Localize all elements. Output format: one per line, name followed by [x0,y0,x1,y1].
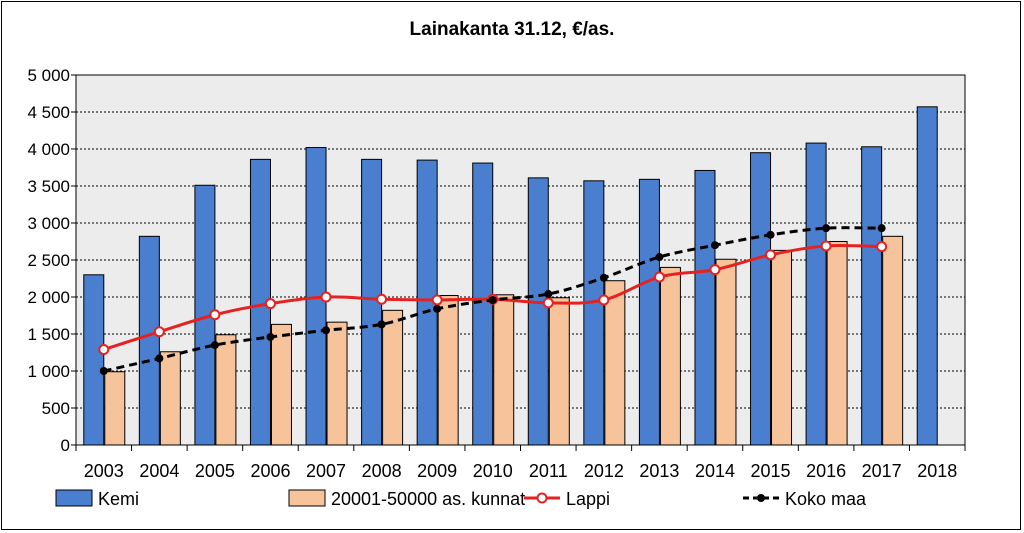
y-tick-label: 500 [42,399,70,418]
point-lappi [320,291,332,303]
bar-kunnat [715,258,737,446]
point-koko-maa [655,253,664,262]
point-lappi [598,294,610,306]
x-tick-label: 2012 [584,461,624,481]
point-koko-maa [822,224,831,233]
bar-kunnat [548,297,570,446]
y-tick-label: 5 000 [27,66,70,85]
y-tick-label: 0 [61,436,70,455]
bar-kunnat [104,371,126,446]
bar-kemi [83,274,105,446]
point-lappi [653,271,665,283]
y-axis: 0 500 1 000 1 500 2 000 2 500 3 000 3 500 4 000 4… [27,66,76,455]
point-koko-maa [877,224,886,233]
legend: Kemi 20001-50000 as. kunnat Lappi Koko maa [55,489,867,509]
point-lappi [431,294,443,306]
bar-kemi [527,177,549,446]
legend-label-koko-maa: Koko maa [785,489,867,509]
x-tick-label: 2015 [751,461,791,481]
bars [83,106,938,446]
point-koko-maa [99,367,108,375]
x-tick-label: 2017 [862,461,902,481]
bar-kunnat [826,241,848,446]
point-koko-maa [710,241,719,250]
bar-kunnat [326,321,348,446]
point-lappi [376,293,388,305]
y-tick-label: 3 500 [27,177,70,196]
bar-kunnat [159,351,181,446]
x-tick-label: 2011 [529,461,568,481]
point-koko-maa [433,304,442,313]
bar-kunnat [604,280,626,446]
bar-kemi [583,180,605,446]
point-lappi [820,240,832,252]
legend-swatch-20001-50000-as-kunnat [288,489,326,507]
y-tick-label: 4 000 [27,140,70,159]
point-lappi [709,264,721,276]
bar-kemi [472,162,494,446]
bar-kunnat [270,323,292,446]
point-koko-maa [544,290,553,299]
point-koko-maa [766,230,775,239]
point-koko-maa [377,320,386,329]
bar-kunnat [771,249,793,446]
point-koko-maa [488,295,497,304]
bar-kunnat [493,294,515,446]
x-tick-label: 2006 [250,461,290,481]
bar-kunnat [382,309,404,446]
bar-kemi [138,235,160,446]
point-lappi [264,298,276,310]
legend-marker-koko-maa [757,494,765,502]
x-tick-label: 2007 [306,461,346,481]
x-tick-label: 2013 [639,461,679,481]
legend-label-kemi: Kemi [98,489,139,509]
legend-swatch-kemi [55,489,93,507]
x-tick-label: 2005 [195,461,235,481]
x-tick-label: 2003 [84,461,124,481]
chart-title: Lainakanta 31.12, €/as. [410,19,615,40]
bar-kemi [638,178,660,446]
x-tick-label: 2004 [139,461,179,481]
bar-kunnat [659,266,681,446]
point-lappi [153,326,165,338]
y-tick-label: 1 500 [27,325,70,344]
x-tick-label: 2018 [917,461,957,481]
point-lappi [98,344,110,356]
x-axis: 2003 2004 2005 2006 2007 2008 2009 2010 2011 2012… [75,445,966,481]
series-lines [98,224,888,375]
bar-kunnat [215,334,237,446]
point-koko-maa [155,354,164,363]
x-tick-label: 2009 [417,461,457,481]
x-tick-label: 2010 [473,461,513,481]
bar-kunnat [882,235,904,446]
point-koko-maa [210,341,219,350]
point-lappi [542,297,554,309]
y-tick-label: 2 500 [27,251,70,270]
point-lappi [876,241,888,253]
bar-kemi [750,152,772,446]
legend-marker-lappi [536,492,548,504]
point-koko-maa [322,326,331,335]
legend-label-lappi: Lappi [566,489,610,509]
x-tick-label: 2016 [806,461,846,481]
y-tick-label: 2 000 [27,288,70,307]
bar-kunnat [437,295,459,446]
point-lappi [765,249,777,261]
x-tick-label: 2014 [695,461,735,481]
x-tick-label: 2008 [362,461,402,481]
point-koko-maa [266,332,275,341]
bar-kemi [916,106,938,446]
bar-kemi [805,142,827,446]
point-koko-maa [599,273,608,282]
y-tick-label: 4 500 [27,103,70,122]
legend-label-20001-50000-as-kunnat: 20001-50000 as. kunnat [331,489,525,509]
bar-kemi [694,169,716,446]
y-tick-label: 1 000 [27,362,70,381]
point-lappi [209,309,221,321]
y-tick-label: 3 000 [27,214,70,233]
bar-kemi [861,146,883,446]
